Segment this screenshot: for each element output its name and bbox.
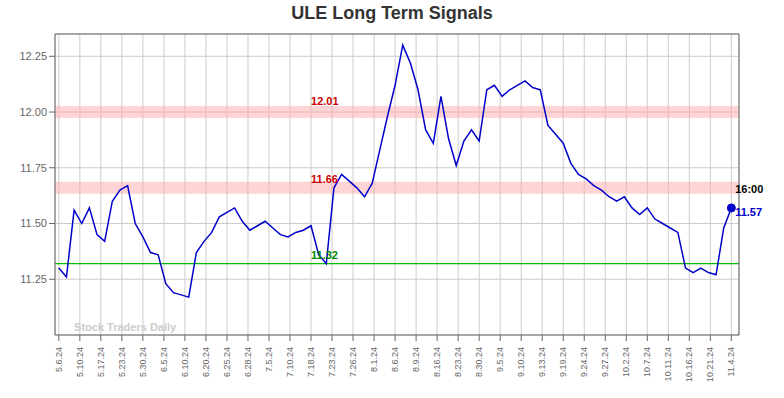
svg-text:5.30.24: 5.30.24 — [138, 347, 148, 377]
svg-text:7.18.24: 7.18.24 — [306, 347, 316, 377]
svg-text:11.32: 11.32 — [311, 249, 338, 261]
svg-text:5.6.24: 5.6.24 — [54, 347, 64, 372]
svg-text:8.23.24: 8.23.24 — [453, 347, 463, 377]
svg-text:9.13.24: 9.13.24 — [537, 347, 547, 377]
svg-text:12.01: 12.01 — [311, 95, 339, 107]
svg-text:7.10.24: 7.10.24 — [285, 347, 295, 377]
svg-text:11.4.24: 11.4.24 — [726, 347, 736, 376]
svg-text:10.2.24: 10.2.24 — [621, 347, 631, 377]
svg-text:6.5.24: 6.5.24 — [159, 347, 169, 372]
svg-text:7.26.24: 7.26.24 — [348, 347, 358, 377]
html-text:ULE Long Term Signals: ULE Long Term Signals — [291, 3, 493, 23]
svg-text:6.25.24: 6.25.24 — [222, 347, 232, 377]
svg-text:9.24.24: 9.24.24 — [579, 347, 589, 377]
svg-text:8.9.24: 8.9.24 — [411, 347, 421, 372]
svg-text:8.30.24: 8.30.24 — [474, 347, 484, 377]
svg-text:8.1.24: 8.1.24 — [369, 347, 379, 372]
svg-text:7.5.24: 7.5.24 — [264, 347, 274, 372]
svg-text:9.5.24: 9.5.24 — [495, 347, 505, 372]
svg-text:9.10.24: 9.10.24 — [516, 347, 526, 377]
svg-text:5.17.24: 5.17.24 — [96, 347, 106, 377]
svg-text:10.21.24: 10.21.24 — [705, 347, 715, 382]
svg-text:5.10.24: 5.10.24 — [75, 347, 85, 377]
svg-text:12.25: 12.25 — [19, 50, 47, 62]
svg-text:11.25: 11.25 — [20, 273, 47, 285]
svg-text:10.16.24: 10.16.24 — [684, 347, 694, 382]
svg-text:8.6.24: 8.6.24 — [390, 347, 400, 372]
svg-text:11.57: 11.57 — [735, 206, 762, 218]
svg-text:9.27.24: 9.27.24 — [600, 347, 610, 377]
svg-text:9.19.24: 9.19.24 — [558, 347, 568, 377]
svg-text:5.23.24: 5.23.24 — [117, 347, 127, 377]
svg-text:12.00: 12.00 — [19, 106, 47, 118]
svg-text:6.28.24: 6.28.24 — [243, 347, 253, 377]
svg-text:7.23.24: 7.23.24 — [327, 347, 337, 377]
svg-text:11.66: 11.66 — [311, 173, 338, 185]
svg-text:6.20.24: 6.20.24 — [201, 347, 211, 377]
svg-text:6.10.24: 6.10.24 — [180, 347, 190, 377]
svg-text:10.7.24: 10.7.24 — [642, 347, 652, 377]
svg-text:10.11.24: 10.11.24 — [663, 347, 673, 381]
svg-text:16:00: 16:00 — [735, 183, 763, 195]
svg-text:11.75: 11.75 — [20, 162, 47, 174]
svg-text:8.16.24: 8.16.24 — [432, 347, 442, 377]
svg-text:Stock Traders Daily: Stock Traders Daily — [74, 321, 177, 333]
svg-text:11.50: 11.50 — [20, 217, 47, 229]
